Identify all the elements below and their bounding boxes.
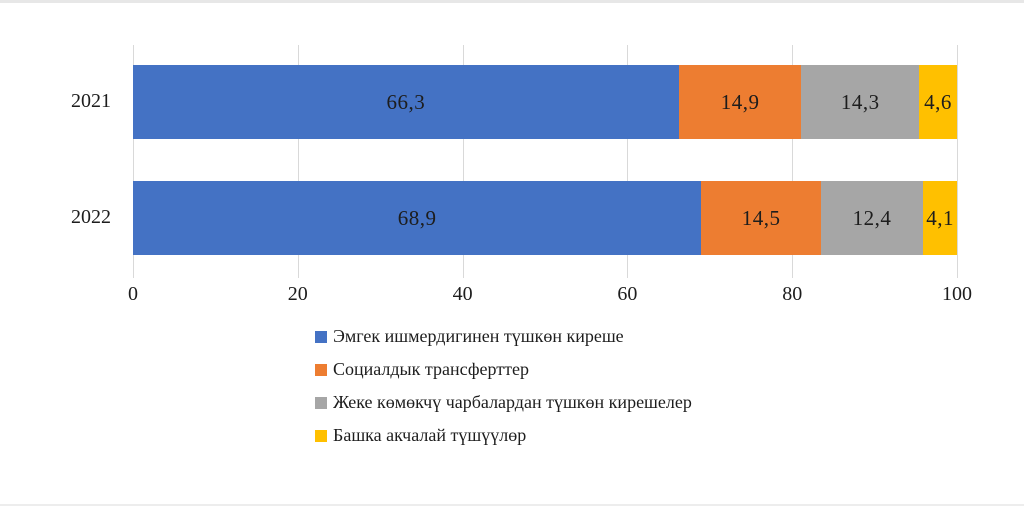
x-tick-label-100: 100 — [942, 283, 972, 305]
legend-label: Эмгек ишмердигинен түшкөн киреше — [333, 326, 624, 346]
legend-label: Жеке көмөкчү чарбалардан түшкөн кирешеле… — [333, 392, 692, 412]
gridline-80 — [792, 45, 794, 267]
legend-label: Башка акчалай түшүүлөр — [333, 425, 527, 445]
bar-segment-2022-series1: 68,9 — [133, 181, 702, 255]
bottom-border-line — [0, 504, 1024, 506]
bar-value-label: 12,4 — [852, 205, 892, 230]
tick-mark-0 — [133, 267, 134, 278]
bar-value-label: 66,3 — [386, 89, 426, 114]
bar-segment-2021-series3: 14,3 — [801, 65, 920, 139]
bar-value-label: 14,5 — [741, 205, 781, 230]
legend-item-series1: Эмгек ишмердигинен түшкөн киреше — [315, 326, 624, 347]
gridline-60 — [627, 45, 629, 267]
tick-mark-40 — [462, 267, 464, 278]
bar-value-label: 14,9 — [720, 89, 760, 114]
x-tick-label-0: 0 — [128, 283, 138, 305]
legend-item-series2: Социалдык трансферттер — [315, 359, 529, 380]
gridline-40 — [462, 45, 464, 267]
legend-swatch-icon — [315, 396, 327, 409]
plot-area — [133, 45, 958, 267]
legend-item-series3: Жеке көмөкчү чарбалардан түшкөн кирешеле… — [315, 392, 692, 413]
legend-swatch-icon — [315, 330, 327, 343]
bar-segment-2022-series2: 14,5 — [701, 181, 821, 255]
x-tick-label-60: 60 — [617, 283, 638, 305]
bar-segment-2022-series3: 12,4 — [820, 181, 924, 255]
tick-mark-80 — [792, 267, 794, 278]
bar-row-2021: 66,3 14,9 14,3 4,6 — [133, 65, 957, 139]
x-tick-label-80: 80 — [782, 283, 803, 305]
bar-value-label: 14,3 — [840, 89, 880, 114]
x-tick-label-20: 20 — [287, 283, 308, 305]
bar-value-label: 4,1 — [926, 205, 954, 230]
legend-swatch-icon — [315, 363, 327, 376]
bar-value-label: 68,9 — [397, 205, 437, 230]
legend-swatch-icon — [315, 429, 327, 442]
category-label-2021: 2021 — [71, 90, 111, 112]
x-tick-label-40: 40 — [452, 283, 473, 305]
tick-mark-100 — [957, 267, 958, 278]
bar-segment-2021-series2: 14,9 — [678, 65, 802, 139]
gridline-0 — [133, 45, 134, 267]
legend-label: Социалдык трансферттер — [333, 359, 529, 379]
gridline-20 — [297, 45, 299, 267]
bar-segment-2021-series4: 4,6 — [919, 65, 957, 139]
bar-row-2022: 68,9 14,5 12,4 4,1 — [133, 181, 957, 255]
bar-segment-2021-series1: 66,3 — [133, 65, 679, 139]
gridline-100 — [957, 45, 958, 267]
tick-mark-20 — [297, 267, 299, 278]
bar-segment-2022-series4: 4,1 — [923, 181, 957, 255]
category-label-2022: 2022 — [71, 206, 111, 228]
bar-value-label: 4,6 — [924, 89, 952, 114]
legend-item-series4: Башка акчалай түшүүлөр — [315, 425, 526, 446]
tick-mark-60 — [627, 267, 629, 278]
top-border-line — [0, 0, 1024, 3]
